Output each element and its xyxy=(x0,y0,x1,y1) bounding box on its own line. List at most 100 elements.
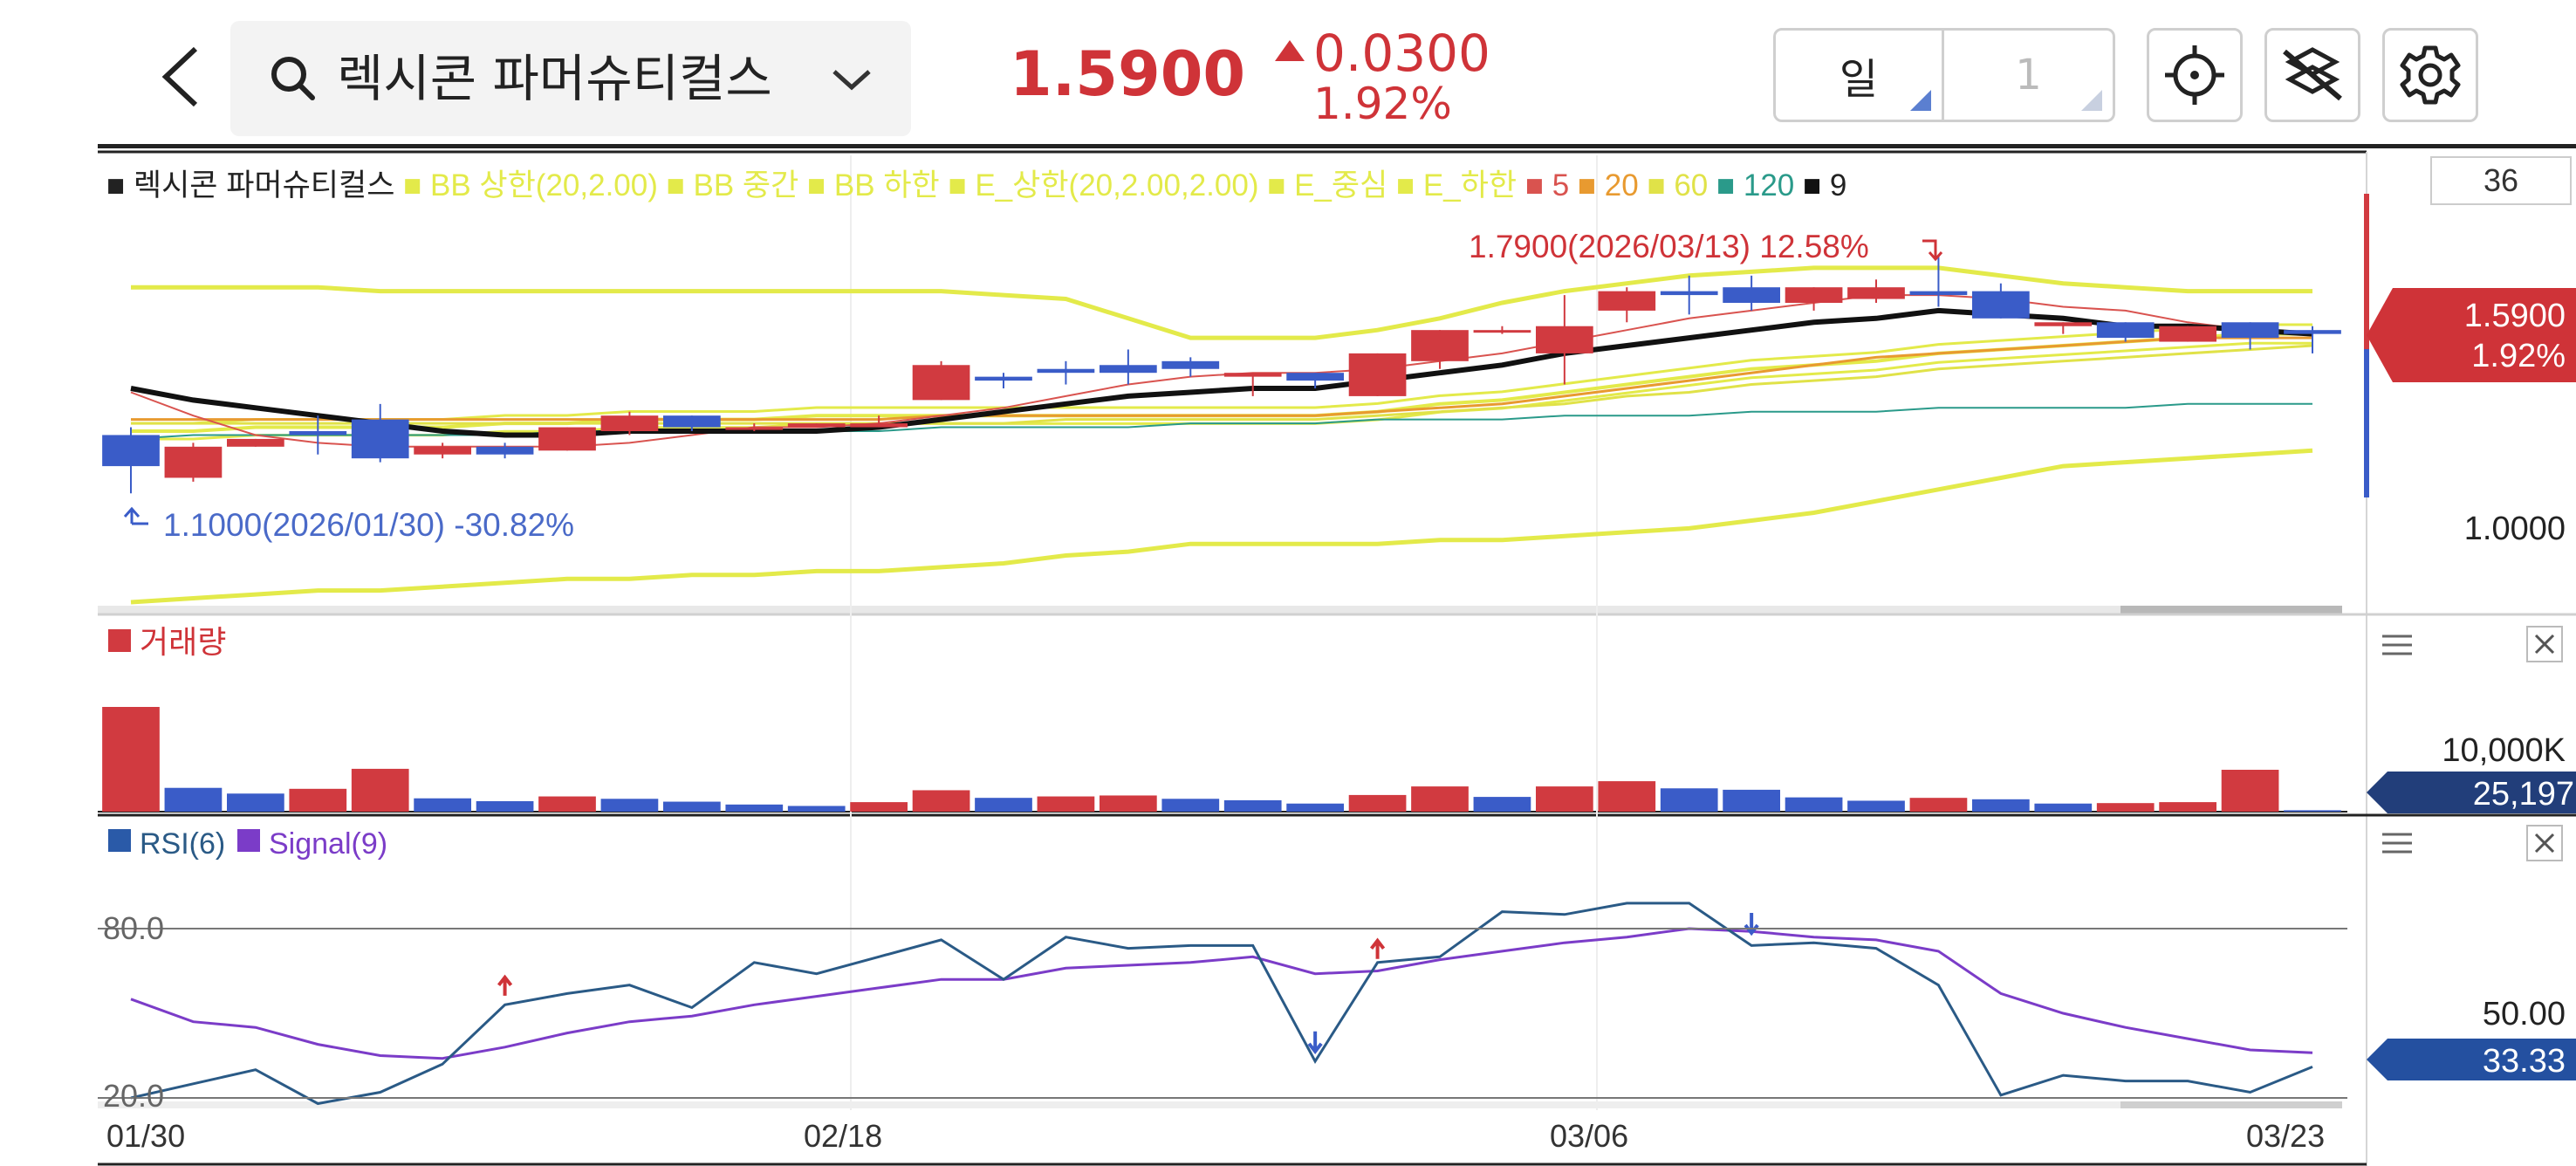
candle-body xyxy=(1411,330,1469,361)
legend-swatch: ■ xyxy=(1517,168,1544,202)
no-grid-icon xyxy=(2283,47,2342,101)
current-price-tag-pct: 1.92% xyxy=(2471,338,2566,374)
price-change-value: 0.0300 xyxy=(1313,24,1490,83)
interval-label: 1 xyxy=(2015,51,2042,99)
legend-swatch: ■ xyxy=(106,168,125,202)
candle-body xyxy=(1723,287,1780,303)
candle-body xyxy=(1473,330,1531,333)
legend-label: BB 상한(20,2.00) xyxy=(421,168,658,202)
bb-lower-line xyxy=(130,448,2313,605)
volume-bar xyxy=(1785,797,1843,812)
price-panel-scroll-track xyxy=(98,606,2342,614)
crosshair-icon xyxy=(2165,45,2224,105)
legend-label: E_중심 xyxy=(1285,168,1387,202)
price-axis-label: 1.0000 xyxy=(2464,511,2566,547)
rsi-lines xyxy=(130,902,2313,1106)
volume-bar xyxy=(227,793,284,812)
candle-body xyxy=(2221,322,2279,339)
volume-current-tag xyxy=(2367,772,2576,813)
min-arrow-icon xyxy=(123,506,148,525)
volume-bar xyxy=(787,806,846,812)
volume-bar xyxy=(476,801,534,812)
candle-body xyxy=(1286,373,1344,381)
drawing-tools-off-button[interactable] xyxy=(2264,28,2360,122)
x-axis-scrollbar[interactable] xyxy=(2120,1101,2342,1108)
volume-bar xyxy=(1223,799,1282,812)
top-value-label: 36 xyxy=(2484,162,2518,198)
legend-label: 9 xyxy=(1821,168,1846,202)
stock-search-box[interactable]: 렉시콘 파머슈티컬스 xyxy=(230,21,911,136)
price-change-percent: 1.92% xyxy=(1313,79,1452,129)
legend-swatch: ■ xyxy=(1569,168,1596,202)
volume-bar xyxy=(1536,786,1593,812)
volume-bar xyxy=(1161,799,1220,812)
rsi-legend-label: RSI(6) xyxy=(140,827,225,861)
x-tick-label: 02/18 xyxy=(804,1118,882,1154)
envelope-upper-line xyxy=(131,323,2312,425)
up-triangle-icon xyxy=(1275,40,1305,61)
volume-bar xyxy=(725,804,784,812)
candle-body xyxy=(850,423,908,428)
candle-body xyxy=(538,427,596,451)
interval-select-button[interactable]: 1 xyxy=(1944,28,2115,122)
candle-body xyxy=(1348,353,1407,396)
volume-bar xyxy=(850,802,908,812)
price-panel-scrollbar[interactable] xyxy=(2120,606,2342,614)
current-price: 1.5900 xyxy=(1010,38,1246,110)
ma20-line xyxy=(131,336,2312,422)
legend-label: 20 xyxy=(1596,168,1639,202)
volume-bar xyxy=(1723,789,1780,812)
candle-body xyxy=(975,376,1032,381)
period-select-button[interactable]: 일 xyxy=(1773,28,1944,122)
volume-bar xyxy=(2284,810,2341,812)
settings-button[interactable] xyxy=(2382,28,2478,122)
volume-menu-icon[interactable] xyxy=(2382,634,2412,655)
candle-body xyxy=(663,415,721,428)
candlesticks xyxy=(102,256,2341,494)
candle-body xyxy=(2096,322,2155,339)
volume-bar xyxy=(1473,797,1531,812)
max-arrow-icon xyxy=(1922,239,1943,262)
candle-body xyxy=(600,415,659,431)
candle-body xyxy=(912,365,970,401)
volume-bar xyxy=(102,707,160,812)
current-price-tag-value: 1.5900 xyxy=(2464,298,2566,334)
dropdown-corner-icon xyxy=(2081,90,2102,111)
volume-bar xyxy=(289,788,347,812)
legend-label: 120 xyxy=(1735,168,1794,202)
indicator-lines xyxy=(130,265,2313,605)
ma5-line xyxy=(130,294,2313,448)
chevron-down-icon[interactable] xyxy=(829,65,874,94)
min-price-annotation: 1.1000(2026/01/30) -30.82% xyxy=(163,507,574,543)
legend-label: 5 xyxy=(1544,168,1569,202)
volume-bar xyxy=(1100,795,1157,812)
crosshair-button[interactable] xyxy=(2147,28,2243,122)
sell-signal-arrow-icon xyxy=(1307,1031,1323,1055)
buy-signal-arrow-icon xyxy=(1369,937,1386,959)
signal-legend-label: Signal(9) xyxy=(269,827,387,861)
volume-bars xyxy=(102,707,2341,812)
candle-body xyxy=(1660,291,1718,296)
back-button[interactable] xyxy=(150,42,213,112)
top-value-box xyxy=(2430,156,2572,205)
candle-body xyxy=(289,431,347,436)
legend-swatch: ■ xyxy=(940,168,967,202)
sell-signal-arrow-icon xyxy=(1744,913,1759,936)
volume-close-icon[interactable] xyxy=(2526,626,2563,662)
volume-bar xyxy=(1909,798,1968,812)
volume-bar xyxy=(2096,803,2155,812)
volume-bar xyxy=(1598,781,1656,812)
price-legend: ■ 렉시콘 파머슈티컬스 ■ BB 상한(20,2.00) ■ BB 중간 ■ … xyxy=(106,168,1846,202)
volume-bar xyxy=(538,796,596,812)
rsi-80-label: 80.0 xyxy=(103,910,164,946)
candle-body xyxy=(351,419,409,459)
bb-upper-line xyxy=(131,265,2312,340)
rsi-close-icon[interactable] xyxy=(2526,825,2563,861)
candle-body xyxy=(1536,326,1593,353)
legend-swatch: ■ xyxy=(798,168,826,202)
rsi-menu-icon[interactable] xyxy=(2382,833,2412,854)
legend-label: 60 xyxy=(1666,168,1709,202)
signal-line xyxy=(130,927,2313,1060)
legend-swatch: ■ xyxy=(1258,168,1285,202)
